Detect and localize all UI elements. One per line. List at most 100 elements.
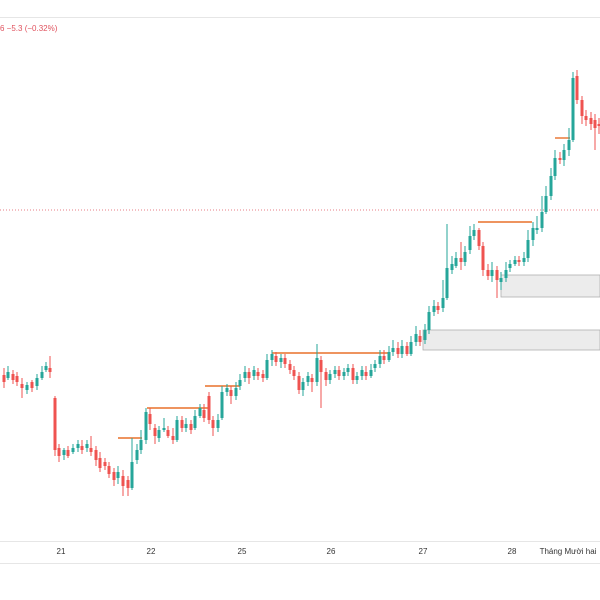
candle-body-up xyxy=(71,448,75,452)
candle-body-up xyxy=(301,382,305,390)
candle-body-up xyxy=(157,430,161,438)
candle-body-down xyxy=(481,246,485,270)
candle-body-up xyxy=(225,388,229,392)
candle-body-up xyxy=(526,240,530,258)
candle-body-up xyxy=(144,412,148,440)
candle-body-up xyxy=(220,392,224,418)
x-tick-label: 22 xyxy=(146,547,156,556)
candle-body-up xyxy=(243,372,247,378)
candle-body-down xyxy=(98,458,102,468)
candle-body-down xyxy=(459,258,463,262)
candle-body-up xyxy=(427,312,431,330)
candle-body-down xyxy=(103,462,107,466)
x-axis-bottom-border xyxy=(0,563,600,564)
candle-body-up xyxy=(346,368,350,372)
candle-body-down xyxy=(364,372,368,376)
candle-body-down xyxy=(48,368,52,372)
candle-body-up xyxy=(463,252,467,262)
candles-group xyxy=(2,70,600,496)
candle-body-up xyxy=(441,298,445,308)
candle-body-down xyxy=(297,376,301,390)
supply-demand-zone-lower xyxy=(422,329,600,351)
candle-body-down xyxy=(292,370,296,376)
candle-body-down xyxy=(436,306,440,310)
candle-body-up xyxy=(549,176,553,196)
candle-body-up xyxy=(445,268,449,298)
candle-body-down xyxy=(486,270,490,276)
candle-body-down xyxy=(418,336,422,342)
candle-body-down xyxy=(405,346,409,354)
candle-body-down xyxy=(382,356,386,360)
candle-body-down xyxy=(57,448,61,456)
candle-body-down xyxy=(584,116,588,120)
candle-body-down xyxy=(121,476,125,486)
candle-body-up xyxy=(571,78,575,140)
candle-body-up xyxy=(490,270,494,276)
candle-body-down xyxy=(180,420,184,428)
candle-body-down xyxy=(324,372,328,380)
candle-body-up xyxy=(130,462,134,488)
candle-body-up xyxy=(216,420,220,428)
x-tick-label: 21 xyxy=(56,547,66,556)
candle-body-down xyxy=(593,120,597,128)
candle-body-down xyxy=(495,270,499,280)
candle-body-down xyxy=(2,375,6,382)
candle-body-up xyxy=(25,385,29,390)
candle-body-down xyxy=(53,398,57,450)
supply-demand-zone-upper xyxy=(500,274,600,298)
candle-body-down xyxy=(256,372,260,376)
candle-body-up xyxy=(391,348,395,352)
candle-body-down xyxy=(477,230,481,246)
candle-body-up xyxy=(135,450,139,460)
candle-body-down xyxy=(207,396,211,420)
candle-body-up xyxy=(535,228,539,230)
candle-body-down xyxy=(274,356,278,362)
candle-body-up xyxy=(315,358,319,382)
candle-body-down xyxy=(107,466,111,474)
candle-body-up xyxy=(162,428,166,430)
candle-body-down xyxy=(189,424,193,430)
candle-body-up xyxy=(423,330,427,340)
candle-body-down xyxy=(148,414,152,424)
candle-body-down xyxy=(211,420,215,428)
candle-body-down xyxy=(396,348,400,354)
candle-body-up xyxy=(504,270,508,278)
candle-body-up xyxy=(387,352,391,360)
candle-body-down xyxy=(351,368,355,380)
candle-body-up xyxy=(472,230,476,236)
candle-body-down xyxy=(89,448,93,452)
candle-body-up xyxy=(544,196,548,212)
x-axis-line xyxy=(0,541,600,542)
candle-body-down xyxy=(337,370,341,376)
candle-body-down xyxy=(66,450,70,456)
candle-body-up xyxy=(62,450,66,455)
candle-body-down xyxy=(20,384,24,388)
candle-body-down xyxy=(319,360,323,372)
candle-body-down xyxy=(166,430,170,436)
candle-body-down xyxy=(261,374,265,378)
candle-body-up xyxy=(400,346,404,354)
candle-body-up xyxy=(369,370,373,376)
candle-body-up xyxy=(562,150,566,160)
candle-body-down xyxy=(171,436,175,440)
candle-body-down xyxy=(229,390,233,396)
candle-body-up xyxy=(414,334,418,342)
candle-body-down xyxy=(288,364,292,370)
candle-body-down xyxy=(247,372,251,378)
candle-body-up xyxy=(44,366,48,370)
candle-body-up xyxy=(540,212,544,228)
candle-body-up xyxy=(234,388,238,396)
candle-body-down xyxy=(589,118,593,124)
candle-body-down xyxy=(580,100,584,116)
candle-body-up xyxy=(328,374,332,380)
candle-body-up xyxy=(342,372,346,376)
candle-body-up xyxy=(531,228,535,240)
candle-body-up xyxy=(306,376,310,382)
top-border xyxy=(0,17,600,18)
candle-body-down xyxy=(94,450,98,460)
candle-body-down xyxy=(153,428,157,436)
candle-body-up xyxy=(360,370,364,376)
candle-body-up xyxy=(265,360,269,378)
candle-body-up xyxy=(85,444,89,448)
